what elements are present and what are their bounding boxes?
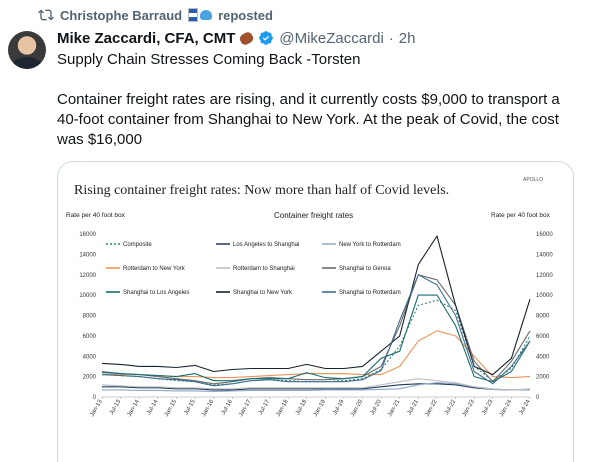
y-tick-right-6000: 6000: [536, 334, 550, 340]
series-line-0: [101, 299, 531, 386]
x-tick-Jul-13: Jul-13: [109, 398, 123, 416]
series-line-6: [101, 294, 531, 383]
legend-label-5: Shanghai to Genoa: [339, 266, 391, 272]
x-tick-Jul-23: Jul-23: [481, 398, 495, 416]
x-tick-Jul-22: Jul-22: [444, 398, 458, 416]
author-handle[interactable]: @MikeZaccardi: [279, 29, 384, 47]
verified-badge-icon: [259, 31, 274, 45]
chart-title: Rising container freight rates: Now more…: [74, 183, 449, 198]
y-tick-left-12000: 12000: [79, 273, 96, 279]
x-tick-Jul-17: Jul-17: [258, 398, 272, 416]
series-line-8: [101, 274, 531, 387]
x-tick-Jan-13: Jan-13: [89, 398, 104, 417]
x-tick-Jan-18: Jan-18: [275, 398, 290, 417]
timestamp[interactable]: 2h: [398, 29, 416, 47]
tweet-header: Mike Zaccardi, CFA, CMT @MikeZaccardi · …: [57, 28, 415, 48]
x-tick-Jan-14: Jan-14: [127, 398, 142, 417]
x-tick-Jan-24: Jan-24: [499, 398, 514, 417]
y-tick-left-4000: 4000: [83, 354, 97, 360]
repost-label: reposted: [218, 7, 273, 23]
y-tick-left-6000: 6000: [83, 334, 97, 340]
repost-header[interactable]: Christophe Barraud reposted: [38, 4, 273, 26]
repost-user[interactable]: Christophe Barraud: [60, 7, 183, 23]
x-tick-Jul-16: Jul-16: [221, 398, 235, 416]
x-tick-Jul-14: Jul-14: [146, 398, 160, 416]
x-tick-Jul-21: Jul-21: [407, 398, 421, 416]
chart-subtitle: Container freight rates: [274, 211, 353, 220]
y-tick-left-0: 0: [93, 395, 97, 401]
legend-label-8: Shanghai to Rotterdam: [339, 290, 401, 296]
tweet-body: Container freight rates are rising, and …: [57, 91, 564, 148]
x-tick-Jul-18: Jul-18: [295, 398, 309, 416]
y-axis-label-right: Rate per 40 foot box: [491, 212, 551, 219]
legend-label-4: Rotterdam to Shanghai: [233, 266, 295, 272]
x-tick-Jan-21: Jan-21: [387, 398, 402, 417]
y-tick-right-8000: 8000: [536, 314, 550, 320]
series-line-2: [102, 382, 530, 392]
author-emoji-icon: [238, 29, 256, 47]
y-tick-left-2000: 2000: [83, 375, 97, 381]
x-tick-Jul-24: Jul-24: [518, 398, 532, 416]
x-tick-Jul-15: Jul-15: [183, 398, 197, 416]
legend-label-0: Composite: [123, 242, 152, 248]
author-name[interactable]: Mike Zaccardi, CFA, CMT: [57, 29, 236, 47]
separator-dot: ·: [388, 29, 394, 47]
y-tick-left-8000: 8000: [83, 314, 97, 320]
series-line-1: [102, 383, 531, 391]
y-tick-left-16000: 16000: [79, 232, 96, 238]
y-tick-left-14000: 14000: [79, 252, 96, 258]
y-tick-left-10000: 10000: [79, 293, 96, 299]
x-tick-Jan-20: Jan-20: [350, 398, 365, 417]
x-tick-Jan-23: Jan-23: [462, 398, 477, 417]
x-tick-Jul-20: Jul-20: [369, 398, 383, 416]
x-tick-Jan-17: Jan-17: [238, 398, 253, 417]
legend-label-3: Rotterdam to New York: [123, 266, 186, 272]
tweet-line1: Supply Chain Stresses Coming Back -Torst…: [57, 51, 361, 68]
y-tick-right-0: 0: [536, 395, 540, 401]
y-tick-right-14000: 14000: [536, 252, 553, 258]
series-line-7: [101, 235, 531, 376]
legend-label-6: Shanghai to Los Angeles: [123, 290, 189, 296]
y-tick-right-10000: 10000: [536, 293, 553, 299]
legend-label-2: New York to Rotterdam: [339, 242, 401, 248]
media-card[interactable]: Rising container freight rates: Now more…: [57, 161, 574, 462]
y-tick-right-4000: 4000: [536, 354, 550, 360]
x-tick-Jan-15: Jan-15: [164, 398, 179, 417]
y-tick-right-12000: 12000: [536, 273, 553, 279]
x-tick-Jul-19: Jul-19: [332, 398, 346, 416]
y-tick-right-16000: 16000: [536, 232, 553, 238]
x-tick-Jan-19: Jan-19: [313, 398, 328, 417]
avatar[interactable]: [8, 31, 46, 69]
y-axis-label-left: Rate per 40 foot box: [66, 212, 126, 219]
x-tick-Jan-22: Jan-22: [424, 398, 439, 417]
freight-chart: Rising container freight rates: Now more…: [66, 177, 553, 418]
repost-flags-icon: [188, 8, 213, 22]
tweet-text: Supply Chain Stresses Coming Back -Torst…: [57, 50, 577, 150]
series-line-4: [101, 378, 531, 391]
legend-label-7: Shanghai to New York: [233, 290, 293, 296]
repost-icon: [38, 9, 54, 21]
legend-label-1: Los Angeles to Shanghai: [233, 242, 299, 248]
y-tick-right-2000: 2000: [536, 375, 550, 381]
chart-brand: APOLLO: [523, 177, 543, 183]
x-tick-Jan-16: Jan-16: [201, 398, 216, 417]
